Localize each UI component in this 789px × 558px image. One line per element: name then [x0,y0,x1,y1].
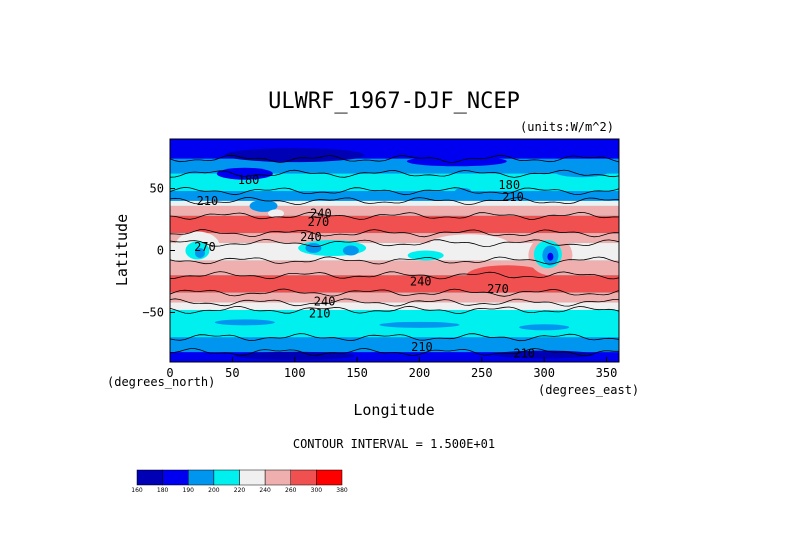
colorbar-swatch-1 [162,469,189,486]
contour-line-1 [170,169,619,178]
colorbar-label-0: 160 [131,487,143,494]
contour-label-1: 210 [197,194,219,208]
color-feature-4 [305,243,322,254]
color-feature-2 [194,247,205,258]
contour-label-4: 240 [310,206,332,220]
color-band-14 [170,337,619,353]
contour-line-13 [170,347,619,357]
y-axis-label: Latitude [113,214,131,286]
contour-label-7: 270 [194,240,216,254]
color-feature-6 [407,250,444,261]
colorbar-label-7: 300 [311,487,323,494]
color-feature-18 [553,165,610,178]
color-band-2 [170,173,619,192]
contour-label-5: 270 [308,215,330,229]
contour-line-9 [170,288,619,297]
color-feature-8 [466,265,547,286]
color-band-5 [170,205,619,216]
colorbar-label-3: 200 [208,487,220,494]
color-feature-12 [547,252,554,261]
colorbar-label-5: 240 [259,487,271,494]
color-feature-5 [342,245,359,256]
contour-line-4 [170,211,619,220]
y-tick-label-0: 50 [150,182,164,196]
color-feature-22 [519,324,570,331]
y-tick-label-1: 0 [157,244,164,258]
colorbar-swatch-7 [316,469,343,486]
color-band-6 [170,215,619,234]
x-tick-label-7: 350 [596,366,618,380]
color-band-4 [170,200,619,206]
colorbar-label-2: 190 [183,487,195,494]
x-tick-label-3: 150 [346,366,368,380]
colorbar-label-1: 180 [157,487,169,494]
contour-line-0 [170,154,619,163]
x-unit-label: (degrees_east) [538,383,639,397]
color-band-10 [170,275,619,293]
x-tick-label-2: 100 [284,366,306,380]
x-axis-ticks: 0 50 100 150 200 250 300 350 [166,357,617,380]
colorbar-swatch-2 [188,469,215,486]
x-tick-label-6: 300 [533,366,555,380]
y-axis-ticks: 50 0 −50 [142,182,175,319]
colorbar-swatch-5 [264,469,291,486]
contour-label-11: 210 [309,307,331,321]
colorbar-label-8: 380 [336,487,348,494]
contour-label-8: 240 [410,274,432,288]
contour-lines [170,154,619,357]
contour-line-2 [170,186,619,196]
contour-label-13: 210 [513,346,535,360]
contour-label-2: 180 [498,178,520,192]
chart-title: ULWRF_1967-DJF_NCEP [268,89,520,114]
x-tick-label-1: 50 [225,366,239,380]
colorbar-label-4: 220 [234,487,246,494]
color-feature-7 [429,234,510,255]
colorbar-swatch-4 [239,469,266,486]
color-feature-21 [379,321,460,328]
colorbar-swatch-0 [136,469,163,486]
x-axis-label: Longitude [353,401,434,419]
color-feature-14 [268,209,285,218]
contour-line-7 [170,256,619,265]
color-feature-13 [249,199,278,212]
color-feature-19 [455,188,472,195]
contour-label-12: 210 [411,340,433,354]
contour-label-9: 270 [487,282,509,296]
contour-line-11 [170,305,619,315]
contour-line-10 [170,298,619,307]
y-unit-label: (degrees_north) [107,375,215,389]
contour-line-5 [170,229,619,238]
color-features [175,148,610,360]
contour-label-10: 240 [314,294,336,308]
color-feature-17 [216,167,273,180]
colorbar: 160 180 190 200 220 240 260 300 380 [131,469,348,494]
x-tick-label-0: 0 [166,366,173,380]
color-band-15 [170,352,619,362]
contour-line-12 [170,333,619,342]
colorbar-label-6: 260 [285,487,297,494]
color-feature-20 [214,319,275,326]
contour-label-3: 210 [502,190,524,204]
contour-line-8 [170,271,619,280]
contour-line-6 [170,238,619,248]
contour-interval-text: CONTOUR INTERVAL = 1.500E+01 [293,437,495,451]
x-tick-label-4: 200 [409,366,431,380]
color-feature-15 [224,148,365,163]
colorbar-swatch-3 [213,469,240,486]
x-tick-label-5: 250 [471,366,493,380]
units-label: (units:W/m^2) [520,120,614,134]
y-tick-label-2: −50 [142,305,164,319]
colorbar-swatch-6 [290,469,317,486]
contour-label-6: 240 [300,230,322,244]
color-band-3 [170,191,619,201]
color-band-11 [170,292,619,303]
contour-line-3 [170,196,619,206]
color-band-7 [170,233,619,244]
contour-label-0: 180 [238,173,260,187]
